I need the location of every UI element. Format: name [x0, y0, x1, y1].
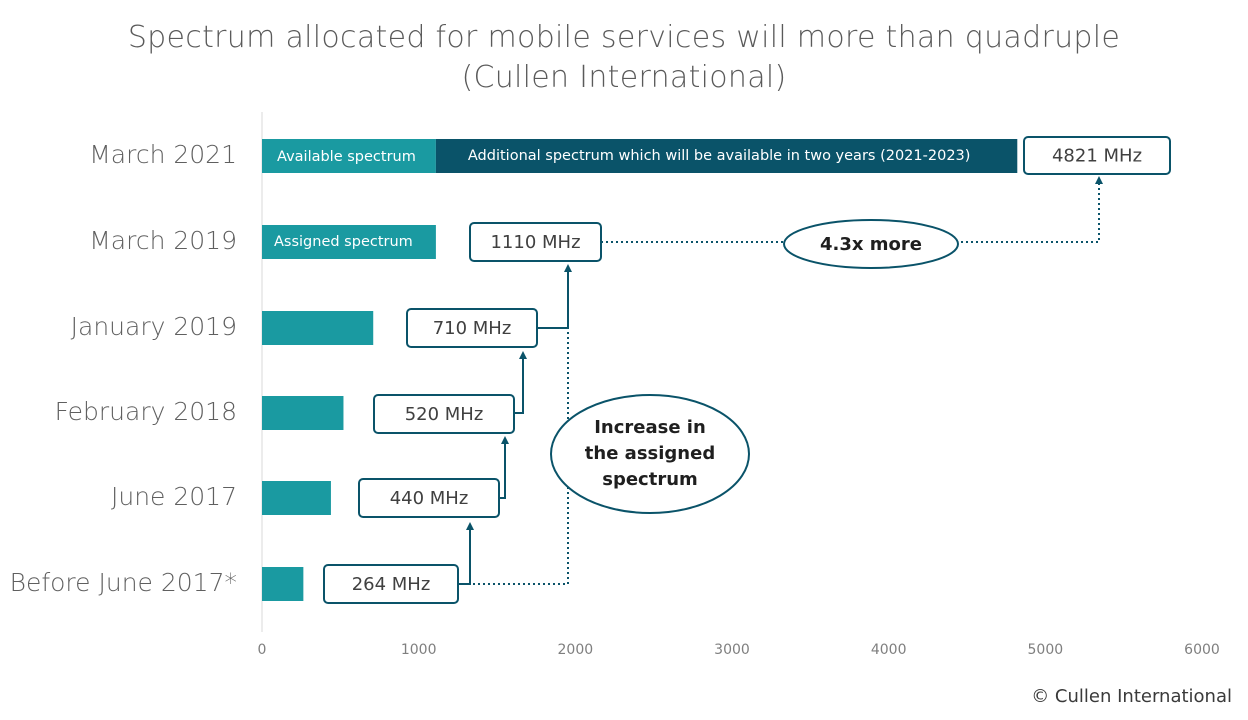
- x-tick-label: 5000: [1028, 642, 1064, 658]
- x-tick-label: 2000: [558, 642, 594, 658]
- value-label: 1110 MHz: [490, 232, 580, 253]
- increase-callout-text: the assigned: [585, 443, 715, 464]
- increase-callout-text: Increase in: [594, 417, 706, 438]
- value-label: 4821 MHz: [1052, 146, 1142, 167]
- category-label: March 2019: [89, 226, 237, 255]
- bar-assigned: [262, 311, 374, 345]
- bar-assigned: [262, 225, 436, 259]
- bar-assigned: [262, 139, 436, 173]
- category-label: Before June 2017*: [10, 568, 237, 597]
- multiplier-callout-text: 4.3x more: [820, 234, 922, 255]
- bar-additional: [435, 139, 1018, 173]
- category-label: February 2018: [55, 397, 237, 426]
- value-label: 520 MHz: [405, 404, 484, 425]
- step-connector: [537, 264, 572, 329]
- category-label: June 2017: [111, 482, 237, 511]
- x-tick-label: 3000: [714, 642, 750, 658]
- multiplier-connector: [601, 176, 1103, 243]
- x-tick-label: 1000: [401, 642, 437, 658]
- increase-callout-text: spectrum: [602, 469, 698, 490]
- value-label-box: [1023, 136, 1171, 175]
- value-label: 710 MHz: [433, 318, 512, 339]
- multiplier-callout: [783, 219, 959, 269]
- value-label: 264 MHz: [352, 574, 431, 595]
- chart-subtitle: (Cullen International): [461, 60, 787, 95]
- bar-segment-label: Assigned spectrum: [274, 234, 413, 250]
- category-label: March 2021: [89, 140, 237, 169]
- bar-assigned: [262, 481, 331, 515]
- chart-title: Spectrum allocated for mobile services w…: [127, 20, 1121, 55]
- bar-segment-label: Additional spectrum which will be availa…: [468, 148, 971, 164]
- value-label: 440 MHz: [390, 488, 469, 509]
- bar-assigned: [262, 396, 344, 430]
- x-tick-label: 0: [258, 642, 267, 658]
- x-tick-label: 6000: [1184, 642, 1220, 658]
- x-tick-label: 4000: [871, 642, 907, 658]
- step-connector: [499, 436, 509, 499]
- overall-increase-connector: [458, 270, 569, 585]
- category-label: January 2019: [71, 312, 237, 341]
- bar-segment-label: Available spectrum: [277, 149, 416, 165]
- bar-assigned: [262, 567, 304, 601]
- step-connector: [514, 351, 527, 414]
- step-connector: [458, 522, 474, 585]
- increase-callout: [550, 394, 750, 514]
- copyright-notice: © Cullen International: [1031, 686, 1232, 707]
